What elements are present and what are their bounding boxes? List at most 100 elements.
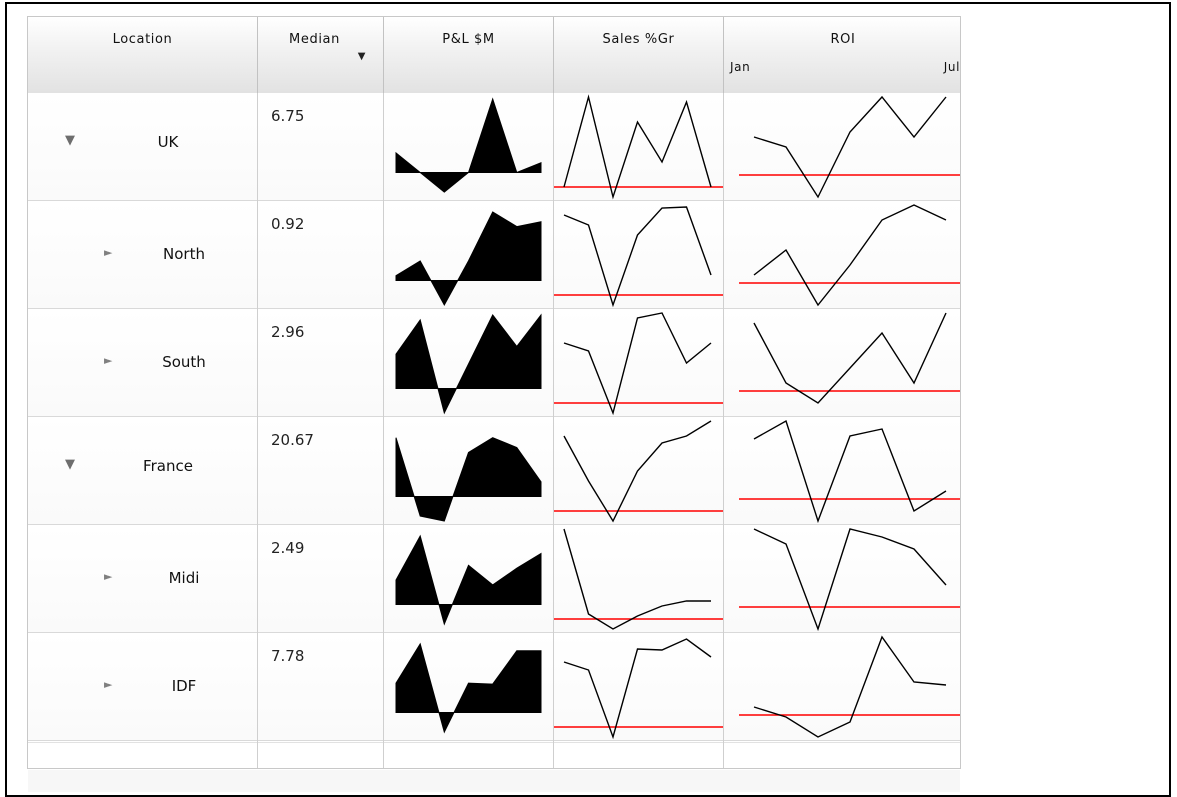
column-divider: [553, 93, 554, 768]
median-cell: 6.75: [258, 93, 383, 201]
roi-line: [753, 95, 947, 199]
roi-line: [753, 528, 947, 632]
sales-sparkline: [554, 94, 723, 200]
sort-descending-icon[interactable]: ▼: [357, 51, 366, 62]
column-header-median-label: Median: [289, 32, 340, 47]
pl-area-mark: [395, 211, 542, 307]
expand-triangle-icon[interactable]: ►: [104, 354, 113, 367]
pl-cell: [384, 633, 553, 741]
roi-cell: [724, 201, 960, 309]
sales-sparkline: [554, 206, 723, 308]
sales-line: [563, 528, 711, 630]
median-value: 2.49: [271, 539, 305, 557]
location-label: North: [163, 245, 205, 263]
expand-triangle-icon[interactable]: ►: [104, 246, 113, 259]
pl-area-mark: [395, 313, 542, 415]
pl-sparkline: [395, 97, 542, 193]
roi-cell: [724, 309, 960, 417]
column-header-roi-label: ROI: [830, 32, 856, 47]
table-row[interactable]: ► South 2.96: [28, 309, 960, 417]
median-value: 0.92: [271, 215, 305, 233]
advanced-data-grid: Location Median ▼ P&L $M Sales %Gr ROI J…: [27, 16, 961, 769]
pl-cell: [384, 309, 553, 417]
median-cell: 0.92: [258, 201, 383, 309]
grid-header: Location Median ▼ P&L $M Sales %Gr ROI J…: [28, 17, 960, 94]
median-cell: 7.78: [258, 633, 383, 741]
sales-cell: [554, 633, 723, 741]
pl-sparkline: [395, 534, 542, 626]
table-row[interactable]: ▼ France 20.67: [28, 417, 960, 525]
pl-sparkline: [395, 211, 542, 307]
pl-cell: [384, 93, 553, 201]
empty-row: [28, 742, 960, 768]
pl-sparkline: [395, 437, 542, 522]
expand-triangle-icon[interactable]: ►: [104, 570, 113, 583]
column-header-pl-label: P&L $M: [442, 32, 495, 47]
collapse-triangle-icon[interactable]: ▼: [65, 133, 75, 148]
roi-sparkline: [739, 419, 960, 524]
pl-area-mark: [395, 437, 542, 522]
median-value: 6.75: [271, 107, 305, 125]
roi-sparkline: [739, 635, 960, 738]
table-row[interactable]: ► IDF 7.78: [28, 633, 960, 741]
sales-cell: [554, 309, 723, 417]
median-value: 20.67: [271, 431, 314, 449]
sales-cell: [554, 201, 723, 309]
median-value: 7.78: [271, 647, 305, 665]
sales-sparkline: [554, 638, 723, 740]
location-cell: ► IDF: [28, 633, 257, 741]
column-header-roi[interactable]: ROI Jan Jul: [724, 17, 960, 93]
roi-line: [753, 419, 947, 524]
roi-axis-max-label: Jul: [943, 60, 960, 74]
roi-cell: [724, 525, 960, 633]
column-divider: [383, 93, 384, 768]
roi-sparkline: [739, 95, 960, 199]
roi-line: [753, 204, 947, 307]
table-row[interactable]: ▼ UK 6.75: [28, 93, 960, 201]
column-header-pl[interactable]: P&L $M: [384, 17, 554, 93]
column-header-median[interactable]: Median ▼: [258, 17, 384, 93]
roi-sparkline: [739, 312, 960, 404]
sales-cell: [554, 417, 723, 525]
roi-sparkline: [739, 528, 960, 632]
roi-cell: [724, 93, 960, 201]
median-cell: 20.67: [258, 417, 383, 525]
median-cell: 2.49: [258, 525, 383, 633]
grid-footer-strip: [28, 770, 960, 792]
pl-area-mark: [395, 642, 542, 734]
roi-cell: [724, 633, 960, 741]
collapse-triangle-icon[interactable]: ▼: [65, 457, 75, 472]
column-header-sales[interactable]: Sales %Gr: [554, 17, 724, 93]
pl-area-mark: [395, 534, 542, 626]
roi-axis-min-label: Jan: [730, 60, 751, 74]
pl-area-mark: [395, 97, 542, 193]
column-header-location[interactable]: Location: [28, 17, 258, 93]
pl-sparkline: [395, 313, 542, 415]
location-label: Midi: [168, 569, 200, 587]
location-label: France: [143, 457, 193, 475]
location-cell: ▼ UK: [28, 93, 257, 201]
pl-cell: [384, 201, 553, 309]
sales-cell: [554, 525, 723, 633]
sales-sparkline: [554, 528, 723, 630]
table-row[interactable]: ► North 0.92: [28, 201, 960, 309]
location-label: UK: [157, 133, 179, 151]
location-label: South: [162, 353, 206, 371]
pl-sparkline: [395, 642, 542, 734]
column-divider: [723, 93, 724, 768]
table-row[interactable]: ► Midi 2.49: [28, 525, 960, 633]
location-cell: ► Midi: [28, 525, 257, 633]
column-header-location-label: Location: [112, 32, 173, 47]
roi-line: [753, 635, 947, 738]
sales-line: [563, 312, 712, 416]
location-cell: ► North: [28, 201, 257, 309]
roi-line: [753, 312, 947, 404]
sales-line: [563, 638, 712, 740]
roi-sparkline: [739, 204, 960, 307]
pl-cell: [384, 525, 553, 633]
roi-cell: [724, 417, 960, 525]
sales-sparkline: [554, 312, 723, 416]
sales-line: [563, 206, 712, 308]
location-cell: ► South: [28, 309, 257, 417]
expand-triangle-icon[interactable]: ►: [104, 678, 113, 691]
